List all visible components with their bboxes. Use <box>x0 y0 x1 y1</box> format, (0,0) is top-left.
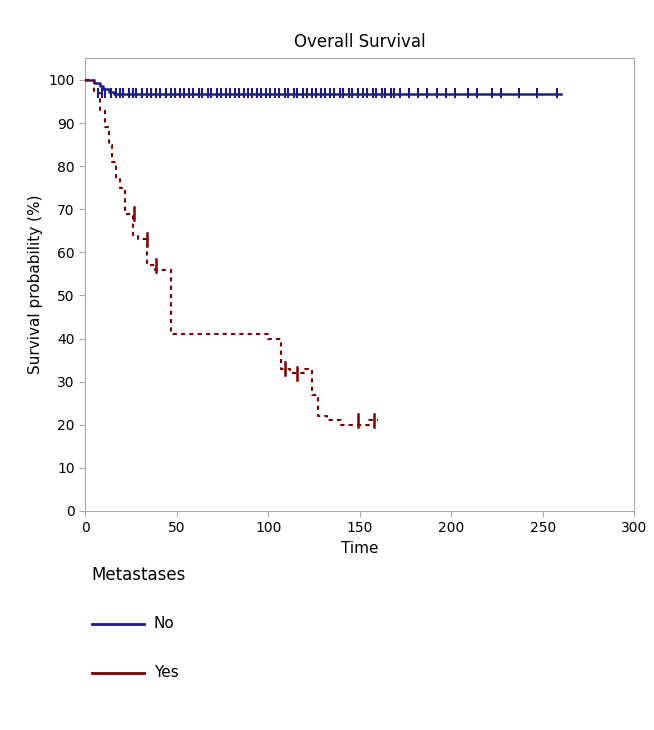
Text: Metastases: Metastases <box>92 566 186 585</box>
Title: Overall Survival: Overall Survival <box>294 34 426 51</box>
X-axis label: Time: Time <box>341 541 379 556</box>
Text: Yes: Yes <box>154 665 179 680</box>
Y-axis label: Survival probability (%): Survival probability (%) <box>27 195 43 374</box>
Text: No: No <box>154 616 175 631</box>
